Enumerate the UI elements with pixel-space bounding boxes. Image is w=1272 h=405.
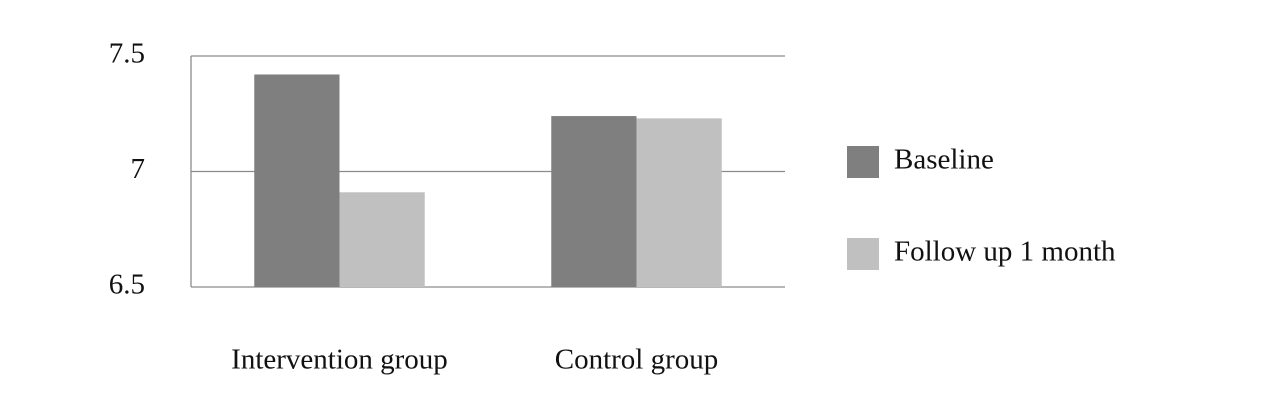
legend-swatch bbox=[847, 238, 879, 270]
bar bbox=[254, 74, 340, 287]
bar bbox=[551, 116, 637, 287]
y-tick-label: 6.5 bbox=[109, 269, 145, 301]
x-tick-label: Control group bbox=[555, 344, 719, 376]
bar bbox=[339, 192, 425, 287]
y-tick-label: 7 bbox=[131, 153, 146, 185]
legend-label: Baseline bbox=[894, 144, 994, 176]
x-tick-label: Intervention group bbox=[231, 344, 448, 376]
legend-swatch bbox=[847, 146, 879, 178]
y-tick-label: 7.5 bbox=[109, 38, 145, 70]
bar bbox=[636, 118, 722, 288]
legend-label: Follow up 1 month bbox=[894, 236, 1116, 268]
